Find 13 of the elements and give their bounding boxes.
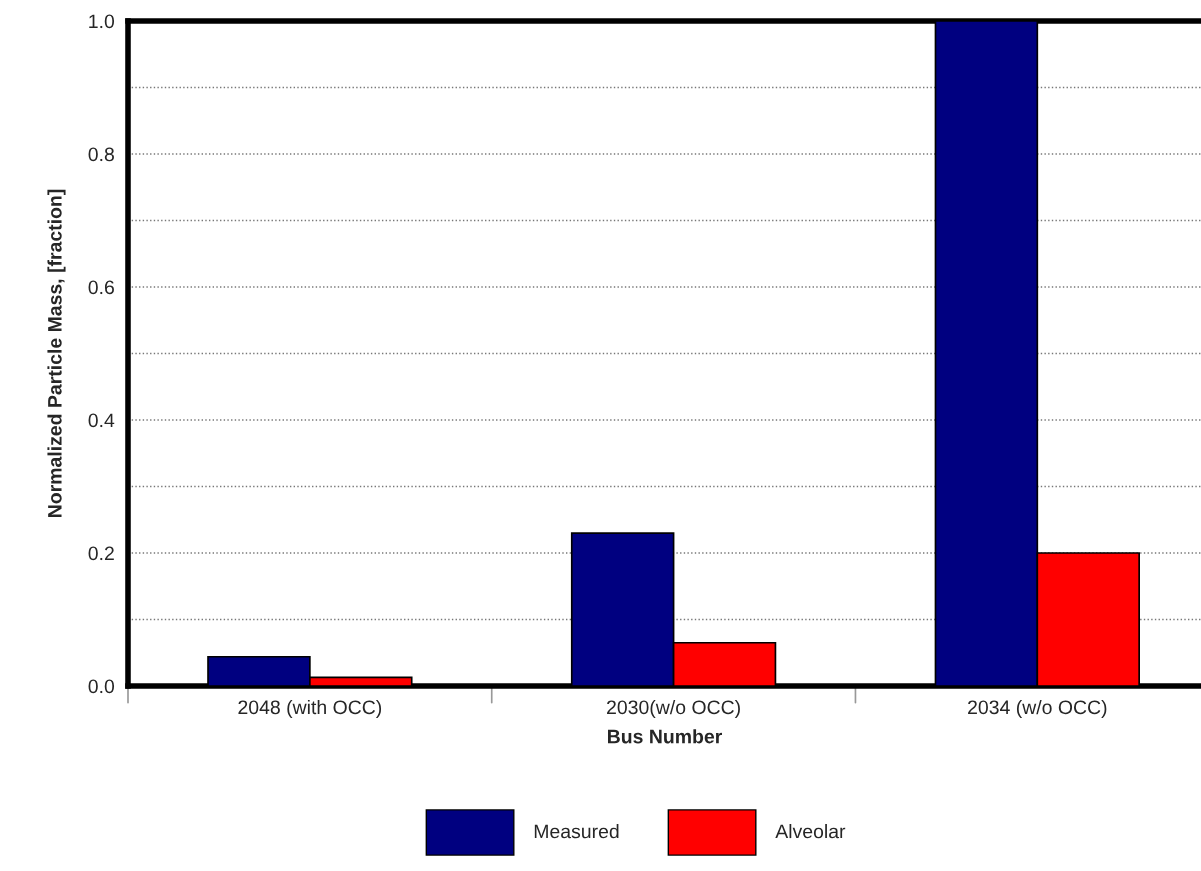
y-tick-label: 0.2 — [88, 546, 114, 561]
y-tick-label: 0.0 — [88, 679, 115, 694]
y-tick-label: 0.6 — [88, 280, 114, 295]
y-tick-label: 0.8 — [88, 147, 114, 162]
legend-label: Measured — [534, 824, 619, 839]
y-tick-label: 0.4 — [88, 413, 115, 428]
legend-label: Alveolar — [775, 824, 846, 839]
x-tick-label: 2030(w/o OCC) — [607, 699, 740, 719]
y-tick-label: 1.0 — [89, 14, 115, 29]
x-tick-label: 2034 (w/o OCC) — [968, 699, 1107, 719]
y-axis-title: Normalized Particle Mass, [fraction] — [47, 189, 66, 517]
x-tick-label: 2048 (with OCC) — [238, 699, 382, 719]
x-axis-title: Bus Number — [608, 729, 723, 744]
